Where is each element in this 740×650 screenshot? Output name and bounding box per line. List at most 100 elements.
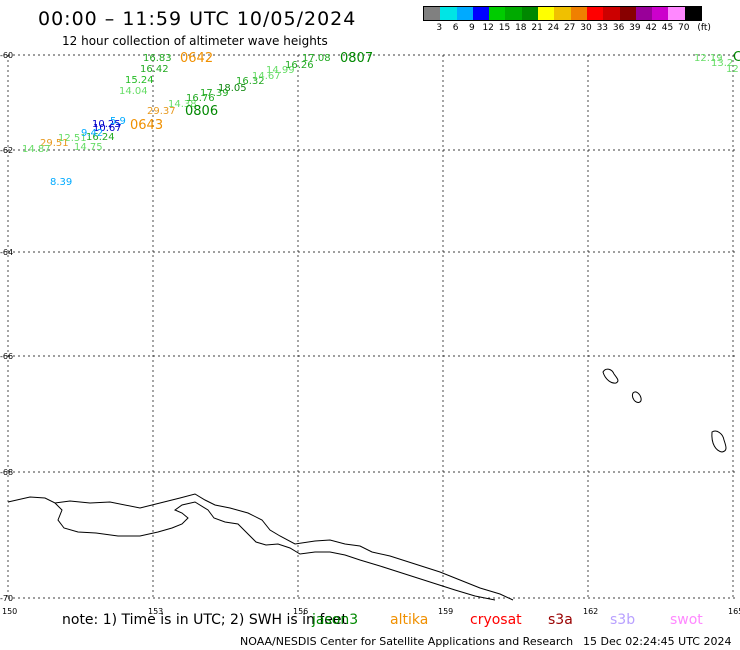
legend-unit: (ft) xyxy=(697,23,711,33)
legend-swatch xyxy=(456,7,473,20)
x-tick-label: 165 xyxy=(728,607,740,616)
wave-height-label: 15.24 xyxy=(125,75,154,86)
satellite-name: s3a xyxy=(548,612,573,628)
legend-swatch xyxy=(668,7,685,20)
legend-swatch xyxy=(586,7,604,20)
island-2 xyxy=(631,391,642,403)
island-1 xyxy=(602,368,619,384)
legend-label: 42 xyxy=(645,23,657,33)
wave-height-label: 16.32 xyxy=(236,76,265,87)
legend-label: 3 xyxy=(436,23,443,33)
pass-time-label: 0807 xyxy=(340,51,373,66)
legend-swatch xyxy=(652,7,669,20)
wave-height-label: 12 xyxy=(726,64,739,75)
y-tick-label: -70 xyxy=(0,594,13,603)
legend-label: 24 xyxy=(547,23,560,33)
pass-time-label: 0806 xyxy=(185,104,218,119)
x-tick-label: 159 xyxy=(438,607,453,616)
pass-time-label: 0642 xyxy=(180,51,213,66)
wave-height-label: 18.05 xyxy=(218,83,247,94)
legend-swatch xyxy=(538,7,555,20)
legend-label: 21 xyxy=(531,23,543,33)
legend-label: 9 xyxy=(469,23,475,33)
wave-height-label: 29.51 xyxy=(40,138,69,149)
legend-swatch xyxy=(554,7,571,20)
legend-swatch xyxy=(489,7,506,20)
wave-height-label: 5.9 xyxy=(110,116,126,127)
legend-label: 6 xyxy=(452,23,459,33)
wave-height-label: 14.38 xyxy=(168,99,197,110)
legend-swatch xyxy=(570,7,587,20)
antarctic-coastline xyxy=(7,493,514,601)
wave-height-label: 14.04 xyxy=(119,86,148,97)
satellite-name: altika xyxy=(390,612,429,628)
wave-height-label: 16.24 xyxy=(86,132,115,143)
pass-time-label: 0643 xyxy=(130,118,163,133)
map-title: 00:00 – 11:59 UTC 10/05/2024 xyxy=(38,8,357,30)
wave-height-label: 13.2 xyxy=(711,58,733,69)
wave-height-label: 14.87 xyxy=(22,144,51,155)
ice-shelf-inlet xyxy=(54,501,496,601)
y-tick-label: -66 xyxy=(0,352,13,361)
legend-swatch xyxy=(424,7,441,20)
legend-swatches xyxy=(423,6,703,21)
wave-height-label: 10.67 xyxy=(93,123,122,134)
satellite-name: s3b xyxy=(610,612,636,628)
wave-height-label: 12.51 xyxy=(58,133,87,144)
wave-height-label: 16.42 xyxy=(140,64,169,75)
credit-line: NOAA/NESDIS Center for Satellite Applica… xyxy=(240,635,574,648)
generation-timestamp: 15 Dec 02:24:45 UTC 2024 xyxy=(583,635,732,648)
legend-label: 15 xyxy=(498,23,511,33)
wave-height-label: 10.25 xyxy=(92,119,121,130)
y-tick-label: -62 xyxy=(0,146,13,155)
wave-height-label: 12.19 xyxy=(694,53,723,64)
legend-swatch xyxy=(472,7,490,20)
x-tick-label: 162 xyxy=(583,607,598,616)
legend-label: 45 xyxy=(661,23,674,33)
legend-swatch xyxy=(440,7,457,20)
x-tick-label: 153 xyxy=(148,607,163,616)
legend-label: 30 xyxy=(580,23,592,33)
wave-height-label: 29.37 xyxy=(147,106,176,117)
wave-height-label: 16.83 xyxy=(143,53,172,64)
wave-height-label: 16.26 xyxy=(285,60,314,71)
y-tick-label: -60 xyxy=(0,51,13,60)
island-3 xyxy=(711,430,727,453)
legend-swatch xyxy=(505,7,522,20)
satellite-name: cryosat xyxy=(470,612,522,628)
y-tick-label: -68 xyxy=(0,468,13,477)
legend-swatch xyxy=(684,7,702,20)
legend-label: 27 xyxy=(563,23,576,33)
wave-height-label: 17.08 xyxy=(302,53,331,64)
wave-height-label: 9.42 xyxy=(81,128,103,139)
wave-height-label: 17.39 xyxy=(200,88,229,99)
satellite-name: swot xyxy=(670,612,703,628)
legend-labels: 3 6 9 12 15 18 21 24 27 30 33 36 39 42 45 70 (ft) xyxy=(423,21,710,35)
legend-label: 33 xyxy=(596,23,609,33)
x-tick-label: 150 xyxy=(2,607,17,616)
map-grid: 150 153 156 159 162 165 -60 -62 -64 -66 -68 -70 xyxy=(0,51,740,616)
wave-height-label: 14.75 xyxy=(74,142,103,153)
legend-label: 70 xyxy=(678,23,690,33)
wave-height-label: 14.99 xyxy=(266,65,295,76)
footnote: note: 1) Time is in UTC; 2) SWH is in fe… xyxy=(62,612,348,628)
map-subtitle: 12 hour collection of altimeter wave hei… xyxy=(62,34,328,48)
legend-swatch xyxy=(603,7,620,20)
satellite-name: jason3 xyxy=(312,612,359,628)
x-tick-label: 156 xyxy=(293,607,308,616)
wave-height-label: 8.39 xyxy=(50,177,72,188)
coastline xyxy=(7,368,727,601)
legend-swatch xyxy=(521,7,539,20)
color-legend: 3 6 9 12 15 18 21 24 27 30 33 36 39 42 45 70 (ft) xyxy=(423,6,711,35)
wave-height-label: 16.76 xyxy=(186,93,215,104)
pass-time-label: C xyxy=(733,50,740,65)
legend-label: 12 xyxy=(482,23,494,33)
legend-label: 18 xyxy=(515,23,527,33)
wave-height-label: 14.67 xyxy=(252,71,281,82)
legend-label: 36 xyxy=(612,23,625,33)
y-tick-label: -64 xyxy=(0,248,13,257)
legend-swatch xyxy=(619,7,636,20)
legend-label: 39 xyxy=(629,23,641,33)
